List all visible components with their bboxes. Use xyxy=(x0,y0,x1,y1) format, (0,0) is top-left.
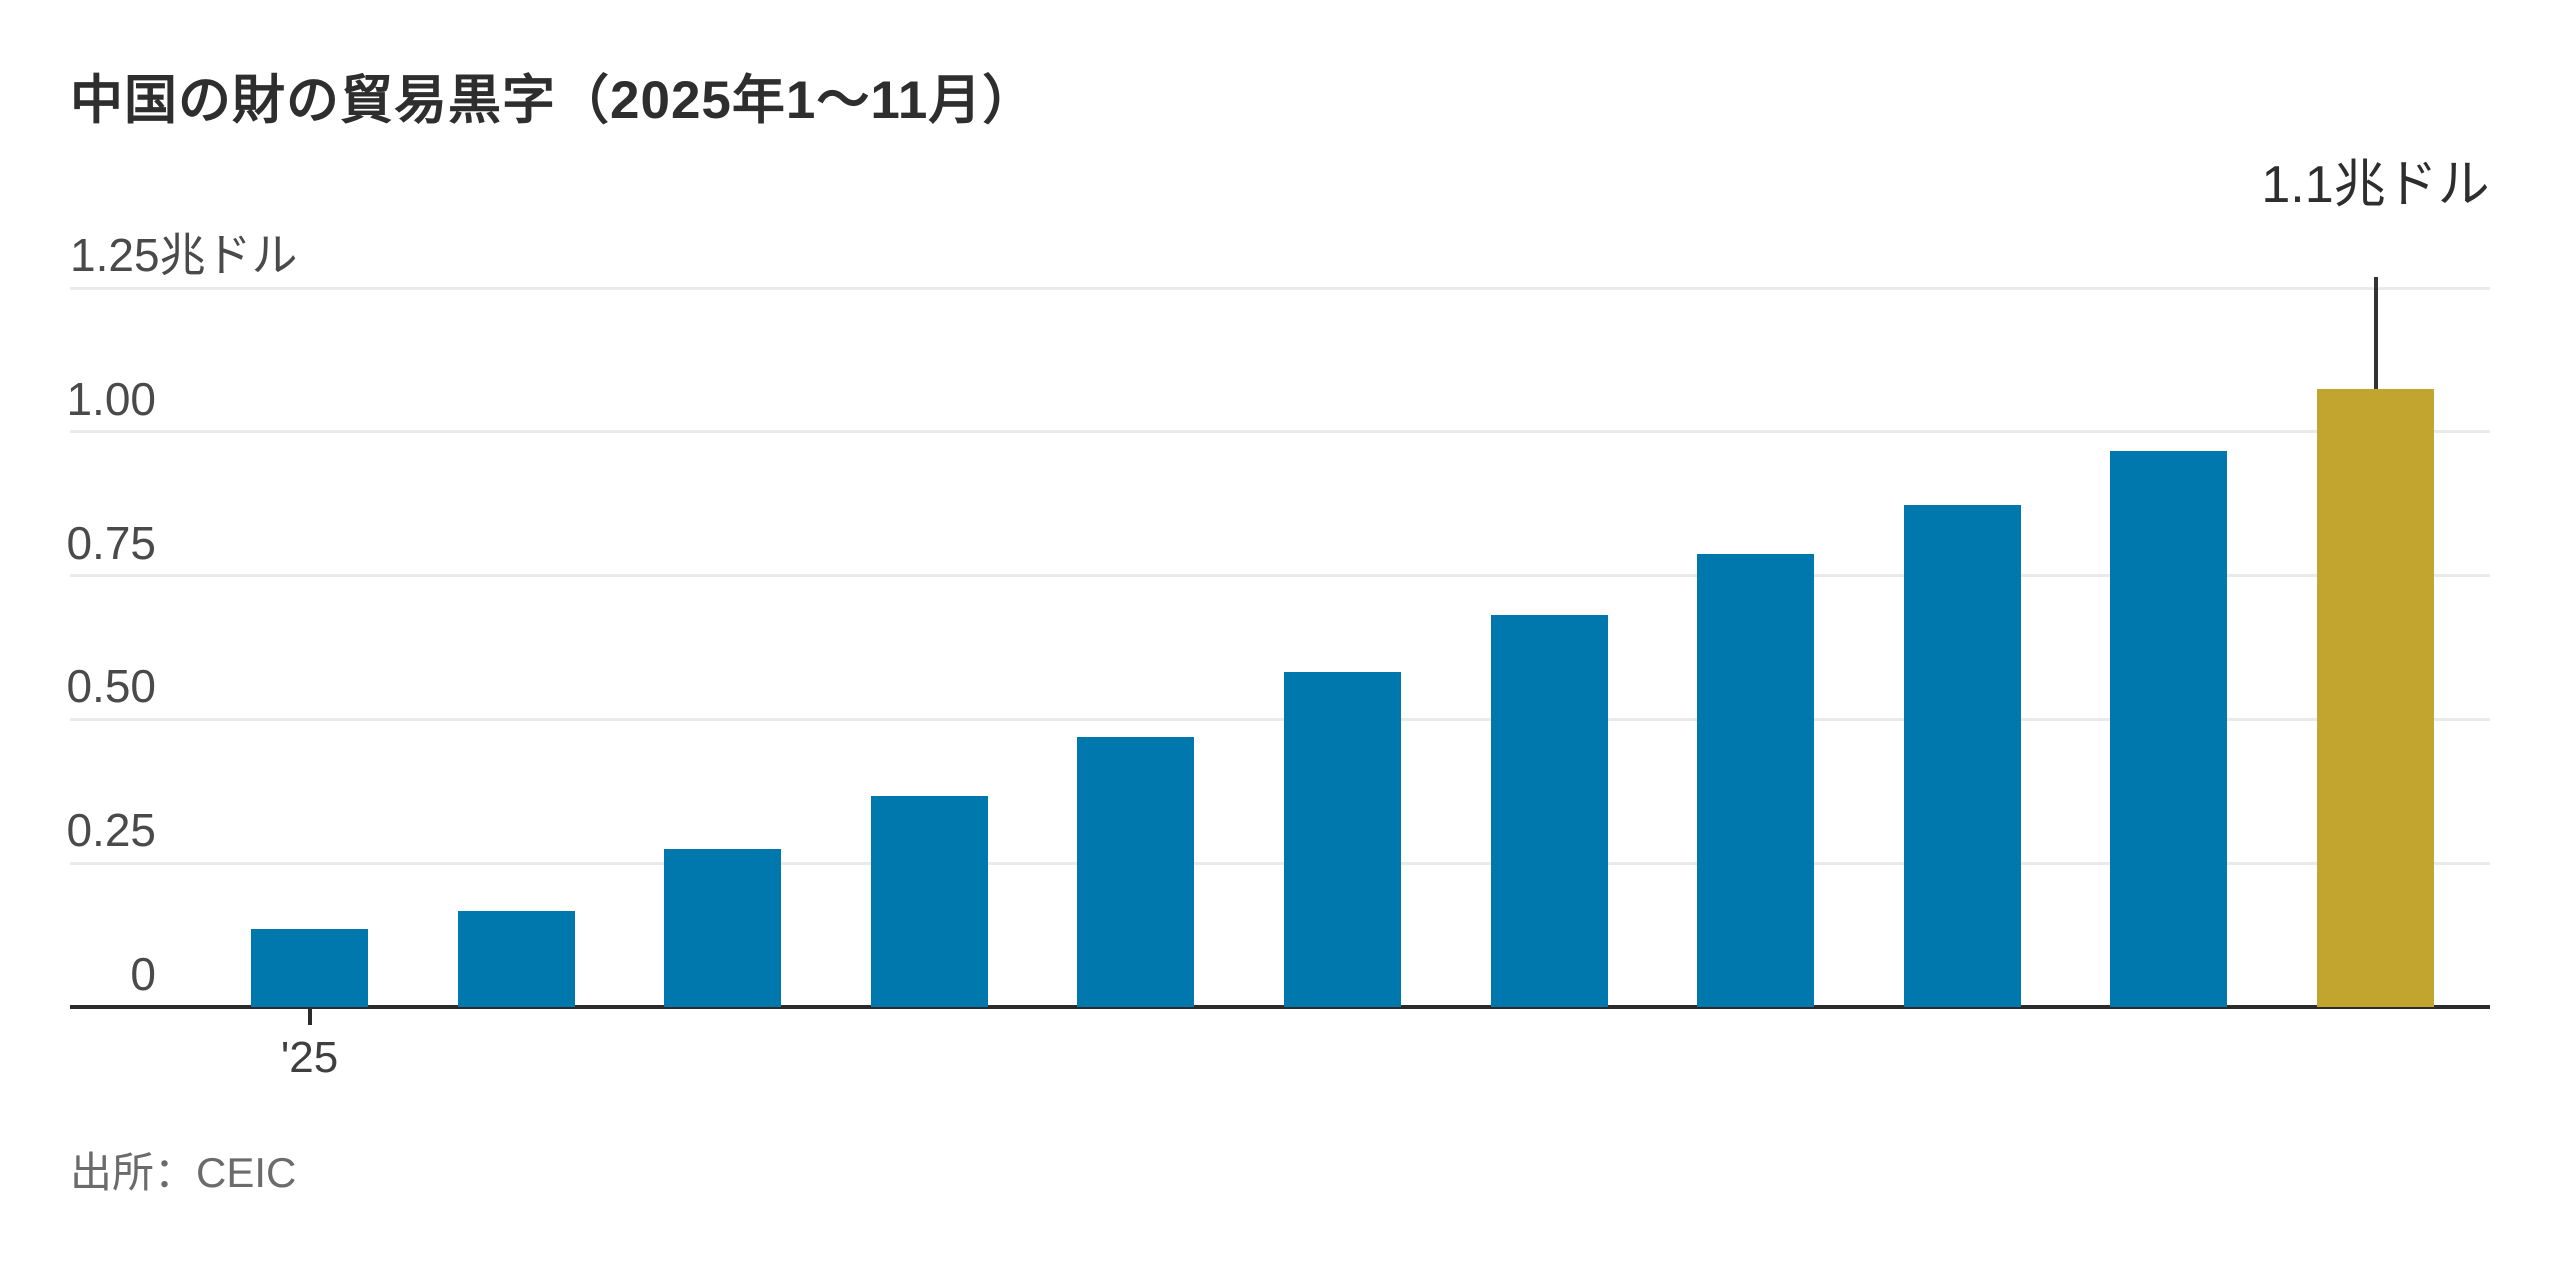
source-label: 出所：CEIC xyxy=(70,1149,297,1196)
y-axis-tick-label: 0.75 xyxy=(66,516,156,569)
bar xyxy=(2110,450,2228,1007)
gridline xyxy=(70,286,2490,290)
bar xyxy=(1284,672,1401,1007)
bar xyxy=(1077,736,1195,1007)
bar xyxy=(1490,615,1608,1007)
bar xyxy=(664,849,782,1007)
chart-title: 中国の財の貿易黒字（2025年1〜11月） xyxy=(70,71,1037,130)
bar-highlighted xyxy=(2317,388,2434,1007)
annotation-label: 1.1兆ドル xyxy=(2261,156,2490,214)
gridline xyxy=(70,574,2490,578)
x-axis-line xyxy=(70,1005,2490,1009)
y-axis-tick-label: 0 xyxy=(130,948,156,1000)
y-axis-tick-label: 1.00 xyxy=(66,372,156,425)
bar xyxy=(457,910,575,1007)
annotation-leader-line xyxy=(2373,277,2378,389)
gridline xyxy=(70,430,2490,434)
x-axis-tick xyxy=(307,1009,312,1025)
bar xyxy=(251,929,368,1007)
bar xyxy=(1903,504,2021,1007)
gridline xyxy=(70,717,2490,721)
y-axis-tick-label: 0.50 xyxy=(66,660,156,713)
y-axis-tick-label: 1.25兆ドル xyxy=(70,229,298,281)
bar xyxy=(1697,554,1815,1007)
x-axis-tick-label: '25 xyxy=(280,1033,339,1082)
y-axis-tick-label: 0.25 xyxy=(66,804,156,857)
gridline xyxy=(70,861,2490,865)
bar xyxy=(870,796,988,1007)
